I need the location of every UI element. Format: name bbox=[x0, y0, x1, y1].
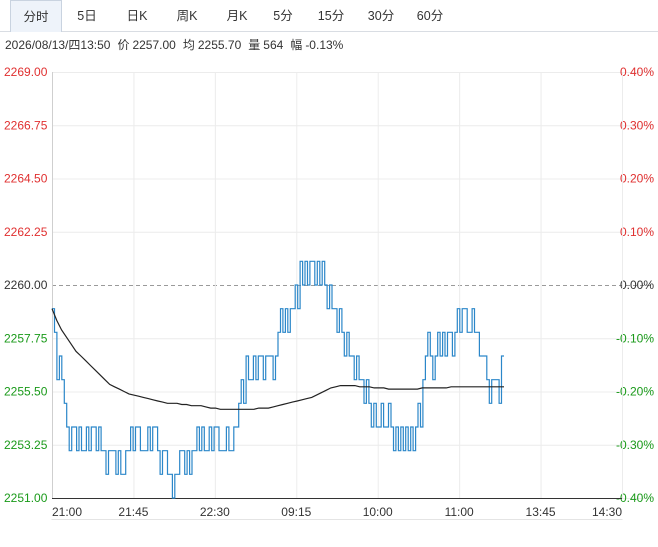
y-tick-label-left: 2266.75 bbox=[4, 118, 48, 132]
y-tick-label-right: 0.00% bbox=[620, 278, 654, 292]
y-tick-label-left: 2260.00 bbox=[4, 278, 48, 292]
tab-2[interactable]: 日K bbox=[126, 9, 148, 23]
y-tick-label-left: 2262.25 bbox=[4, 225, 48, 239]
tab-6[interactable]: 15分 bbox=[317, 9, 345, 23]
period-tab-bar: 分时 5日 日K 周K 月K 5分 15分 30分 60分 bbox=[0, 0, 658, 32]
intraday-chart[interactable]: 2269.00 0.40% 2266.75 0.30% 2264.50 0.20% 2262… bbox=[0, 59, 658, 520]
tab-1[interactable]: 5日 bbox=[77, 9, 97, 23]
y-tick-label-left: 2253.25 bbox=[4, 438, 48, 452]
x-tick-label: 10:00 bbox=[363, 505, 393, 519]
avg-label: 均 bbox=[182, 38, 195, 52]
tab-0[interactable]: 分时 bbox=[10, 0, 62, 32]
change-label: 幅 bbox=[290, 38, 303, 52]
y-tick-label-right: 0.30% bbox=[620, 118, 654, 132]
y-tick-label-left: 2255.50 bbox=[4, 385, 48, 399]
tab-5[interactable]: 5分 bbox=[273, 9, 293, 23]
x-tick-label: 14:30 bbox=[592, 505, 622, 519]
price-value: 2257.00 bbox=[132, 38, 176, 52]
y-tick-label-right: 0.40% bbox=[620, 65, 654, 79]
tab-7[interactable]: 30分 bbox=[367, 9, 395, 23]
y-tick-label-right: -0.30% bbox=[616, 438, 654, 452]
y-tick-label-right: 0.20% bbox=[620, 172, 654, 186]
quote-info-bar: 2026/08/13/四13:50 价 2257.00 均 2255.70 量 564 幅 -0… bbox=[0, 31, 658, 59]
avg-value: 2255.70 bbox=[197, 38, 242, 52]
y-tick-label-right: -0.40% bbox=[616, 491, 654, 505]
x-tick-label: 09:15 bbox=[281, 505, 311, 519]
series-line-price bbox=[52, 260, 504, 499]
volume-value: 564 bbox=[263, 38, 284, 52]
x-tick-label: 22:30 bbox=[200, 505, 230, 519]
y-tick-label-left: 2251.00 bbox=[4, 491, 48, 505]
volume-label: 量 bbox=[248, 38, 261, 52]
y-tick-label-left: 2269.00 bbox=[4, 65, 48, 79]
tab-8[interactable]: 60分 bbox=[416, 9, 444, 23]
x-tick-label: 13:45 bbox=[526, 505, 556, 519]
y-tick-label-right: 0.10% bbox=[620, 225, 654, 239]
change-value: -0.13% bbox=[305, 38, 344, 52]
x-tick-label: 21:00 bbox=[52, 505, 82, 519]
quote-datetime: 2026/08/13/四13:50 bbox=[5, 38, 111, 52]
series-line-average bbox=[51, 308, 504, 410]
y-tick-label-right: -0.20% bbox=[616, 385, 654, 399]
x-tick-label: 11:00 bbox=[445, 505, 474, 519]
tab-4[interactable]: 月K bbox=[226, 9, 248, 23]
price-label: 价 bbox=[117, 38, 130, 52]
tab-3[interactable]: 周K bbox=[176, 9, 198, 23]
x-tick-label: 21:45 bbox=[118, 505, 148, 519]
y-tick-label-left: 2257.75 bbox=[4, 331, 48, 345]
y-tick-label-left: 2264.50 bbox=[4, 172, 48, 186]
y-tick-label-right: -0.10% bbox=[616, 331, 654, 345]
